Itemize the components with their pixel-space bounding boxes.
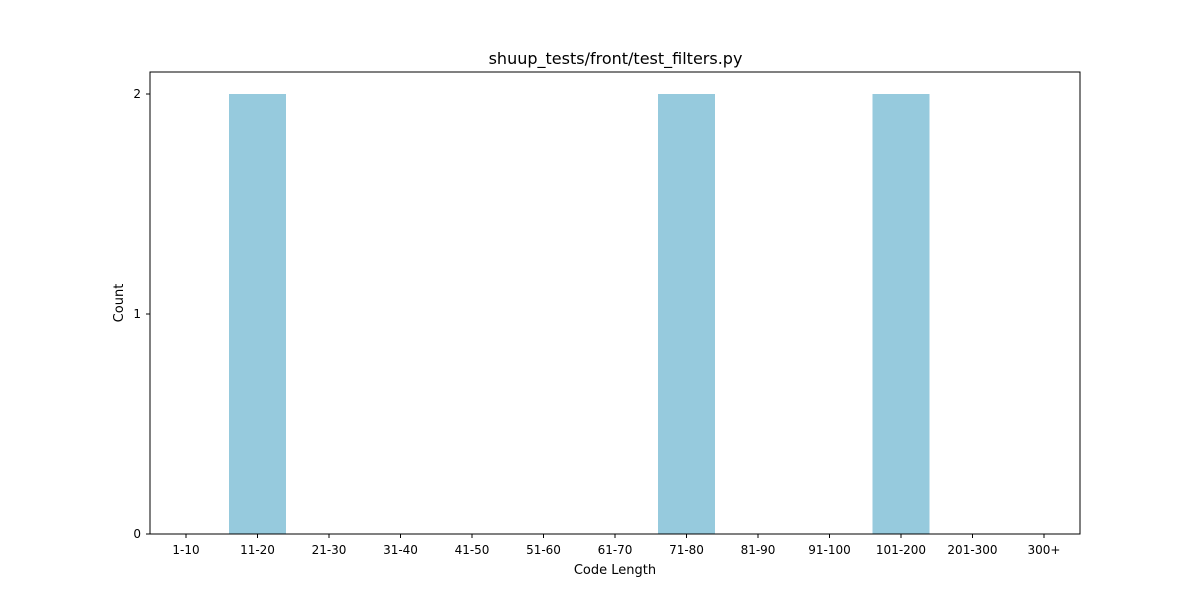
x-tick-label: 1-10 [172, 543, 199, 557]
x-tick-label: 91-100 [808, 543, 851, 557]
bar-71-80 [658, 94, 715, 534]
x-axis-ticks: 1-10 11-20 21-30 31-40 41-50 51-60 61-70 71-80 8… [172, 534, 1060, 557]
x-tick-label: 31-40 [383, 543, 418, 557]
x-tick-label: 81-90 [741, 543, 776, 557]
plot-frame [149, 71, 1081, 535]
x-axis-label: Code Length [574, 563, 656, 578]
y-axis-ticks: 0 1 2 [133, 87, 150, 541]
bar-11-20 [229, 94, 286, 534]
y-tick-label: 0 [133, 527, 141, 541]
x-tick-label: 201-300 [947, 543, 997, 557]
y-axis-label: Count [112, 284, 127, 323]
chart-title: shuup_tests/front/test_filters.py [489, 49, 743, 69]
x-tick-label: 41-50 [455, 543, 490, 557]
bars-group [229, 94, 930, 534]
x-tick-label: 11-20 [240, 543, 275, 557]
x-tick-label: 300+ [1028, 543, 1061, 557]
x-tick-label: 101-200 [876, 543, 926, 557]
y-tick-label: 2 [133, 87, 141, 101]
x-tick-label: 51-60 [526, 543, 561, 557]
x-tick-label: 21-30 [312, 543, 347, 557]
x-tick-label: 61-70 [598, 543, 633, 557]
y-tick-label: 1 [133, 307, 141, 321]
bar-101-200 [872, 94, 930, 534]
x-tick-label: 71-80 [669, 543, 704, 557]
